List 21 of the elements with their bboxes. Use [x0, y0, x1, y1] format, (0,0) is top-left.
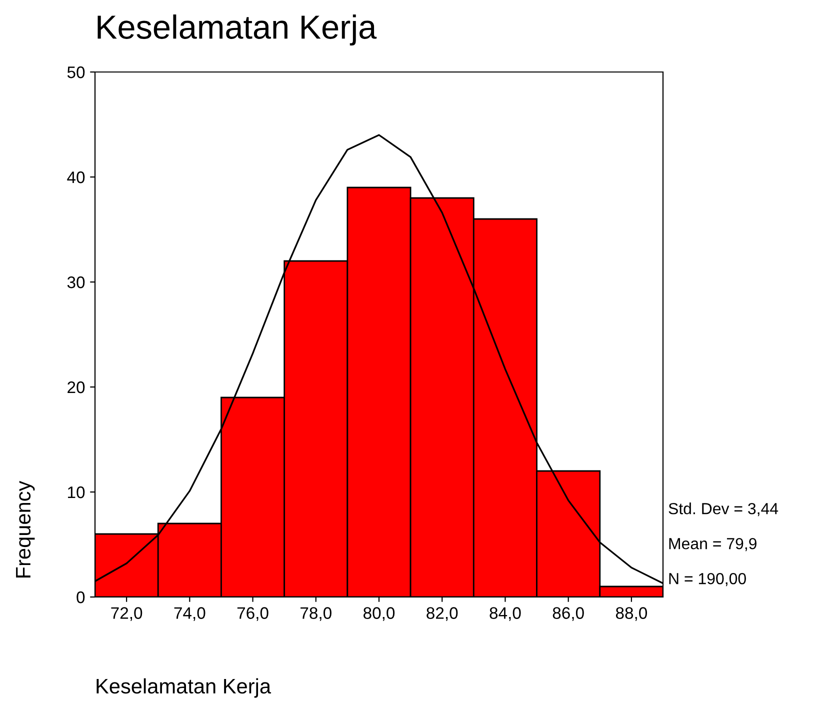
x-tick-label: 76,0 [237, 607, 268, 621]
text: Mean = 79,9 [669, 538, 756, 552]
y-tick-label: 10 [68, 486, 85, 498]
y-axis-title: Frequency [16, 480, 35, 578]
x-tick-label: 88,0 [616, 607, 648, 621]
y-tick-label: 30 [67, 276, 85, 288]
x-tick-label: 74,0 [174, 607, 206, 621]
x-tick-label: 78,0 [300, 607, 332, 621]
chart-title: Keselamatan Kerja [98, 14, 377, 46]
text: Std. Dev = 3,44 [668, 502, 778, 516]
x-axis-title: Keselamatan Kerja [96, 678, 272, 698]
text: N = 190,00 [669, 572, 746, 586]
x-tick-label: 84,0 [490, 607, 521, 621]
y-tick-label: 40 [67, 171, 85, 184]
y-tick-label: 20 [68, 381, 85, 394]
x-tick-label: 86,0 [552, 607, 584, 621]
x-tick-label: 72,0 [111, 607, 142, 621]
x-tick-label: 80,0 [364, 607, 395, 621]
y-tick-label: 0 [76, 591, 85, 604]
y-tick-label: 50 [67, 66, 85, 78]
x-tick-label: 82,0 [426, 607, 458, 621]
